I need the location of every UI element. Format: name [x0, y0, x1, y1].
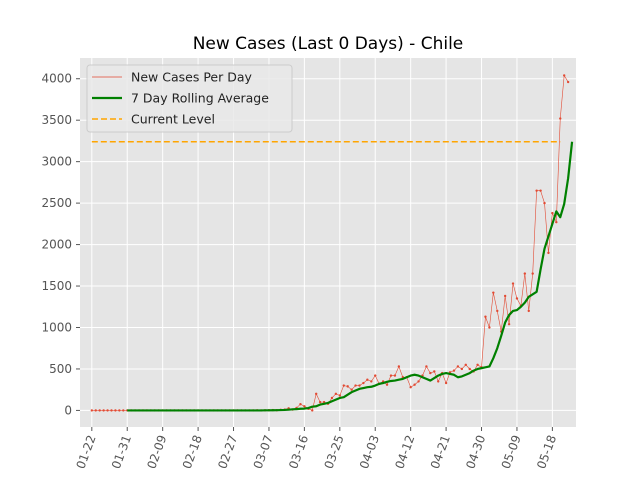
chart-title: New Cases (Last 0 Days) - Chile	[193, 34, 464, 54]
daily-point	[118, 409, 121, 412]
daily-point	[314, 392, 318, 396]
series-layer	[90, 74, 574, 412]
daily-point	[429, 371, 432, 375]
y-tick-label: 2500	[41, 196, 72, 210]
daily-point	[409, 385, 412, 389]
daily-point	[346, 385, 349, 388]
daily-point	[114, 409, 117, 412]
daily-point	[303, 405, 306, 408]
daily-point	[535, 189, 538, 192]
daily-point	[354, 384, 357, 387]
daily-point	[507, 322, 511, 326]
y-tick-label: 500	[49, 362, 72, 376]
daily-point	[330, 396, 334, 400]
y-tick-label: 1500	[41, 279, 72, 293]
daily-point	[527, 309, 530, 313]
y-tick-label: 0	[64, 403, 72, 417]
x-tick-label: 02-09	[144, 433, 169, 471]
y-tick-label: 1000	[41, 320, 72, 334]
y-tick-label: 2000	[41, 238, 72, 252]
daily-point	[464, 363, 467, 367]
daily-point	[389, 374, 393, 377]
daily-point	[106, 409, 109, 412]
daily-point	[460, 367, 464, 371]
daily-point	[350, 388, 353, 391]
daily-point	[94, 409, 97, 412]
legend-label-current: Current Level	[131, 112, 215, 127]
series-rolling-average	[127, 141, 574, 412]
daily-point	[385, 383, 389, 386]
daily-point	[492, 291, 495, 294]
x-tick-label: 03-16	[286, 433, 311, 471]
daily-point	[366, 378, 369, 381]
daily-point	[334, 392, 338, 396]
daily-point	[122, 409, 125, 412]
daily-point	[299, 402, 302, 406]
daily-point	[370, 380, 373, 383]
daily-point	[358, 384, 361, 387]
y-tick-label: 4000	[41, 72, 72, 86]
x-tick-label: 01-31	[109, 433, 134, 471]
daily-point	[437, 380, 440, 383]
daily-point	[311, 409, 314, 412]
daily-point	[531, 272, 534, 275]
daily-point	[547, 251, 550, 255]
y-tick-label: 3000	[41, 155, 72, 169]
daily-point	[452, 369, 456, 372]
x-tick-label: 04-30	[463, 433, 488, 471]
x-tick-label: 03-25	[322, 433, 347, 471]
daily-point	[523, 272, 527, 275]
daily-point	[338, 394, 342, 397]
daily-point	[456, 365, 460, 368]
daily-point	[551, 211, 554, 215]
daily-point	[496, 309, 499, 313]
daily-point	[342, 384, 345, 387]
daily-point	[476, 363, 479, 367]
daily-point	[539, 189, 542, 192]
x-tick-label: 01-22	[74, 433, 99, 471]
daily-point	[566, 80, 570, 84]
y-tick-label: 3500	[41, 113, 72, 127]
x-tick-label: 05-18	[534, 433, 559, 471]
daily-point	[102, 409, 105, 412]
daily-point	[397, 365, 401, 368]
daily-point	[562, 74, 566, 77]
daily-point	[444, 381, 448, 385]
legend-label-daily: New Cases Per Day	[131, 70, 252, 85]
legend-label-rolling: 7 Day Rolling Average	[131, 91, 269, 106]
daily-point	[559, 117, 562, 120]
daily-point	[374, 374, 377, 377]
daily-point	[511, 282, 515, 285]
daily-point	[393, 374, 397, 377]
daily-point	[318, 400, 322, 404]
x-tick-label: 03-07	[251, 433, 276, 471]
x-tick-label: 04-21	[428, 433, 453, 471]
x-tick-label: 02-27	[215, 433, 240, 471]
daily-point	[110, 409, 113, 412]
daily-point	[488, 326, 491, 329]
x-tick-label: 04-03	[357, 433, 382, 471]
x-tick-label: 02-18	[180, 433, 205, 471]
x-tick-label: 05-09	[499, 433, 524, 471]
x-tick-label: 04-12	[392, 433, 417, 471]
daily-point	[362, 381, 365, 385]
daily-point	[417, 380, 420, 383]
daily-point	[515, 297, 519, 300]
daily-point	[543, 201, 546, 205]
daily-point	[555, 220, 558, 224]
daily-point	[98, 409, 101, 412]
daily-point	[503, 294, 507, 298]
daily-point	[484, 315, 487, 318]
daily-point	[468, 367, 471, 371]
daily-point	[425, 365, 428, 368]
daily-point	[433, 370, 436, 373]
daily-point	[413, 383, 416, 386]
legend-box	[86, 64, 293, 133]
daily-point	[90, 409, 94, 412]
legend: New Cases Per Day 7 Day Rolling Average Cu…	[86, 64, 293, 133]
